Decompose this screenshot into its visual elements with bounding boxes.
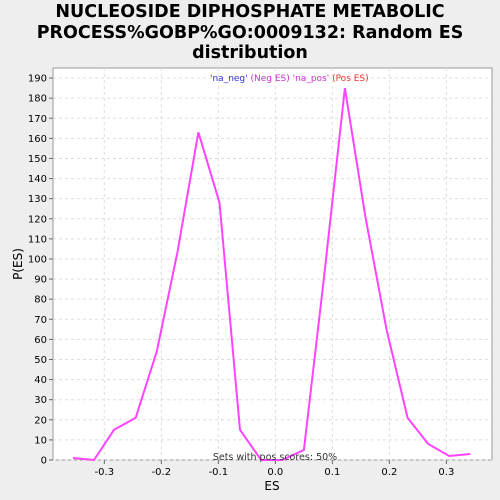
y-tick-label: 160 <box>28 134 47 145</box>
y-tick-label: 0 <box>41 456 47 467</box>
y-tick-label: 60 <box>34 335 47 346</box>
x-tick-label: -0.2 <box>152 467 172 478</box>
legend-entry: 'na_neg' <box>210 74 248 84</box>
legend-entry: (Neg ES) <box>248 74 290 84</box>
axes: 0 10 20 30 40 50 60 70 80 90 100 110 120 130 140 150 160… <box>28 74 454 478</box>
y-tick-label: 110 <box>28 234 47 245</box>
y-tick-label: 100 <box>28 254 47 265</box>
chart-title: NUCLEOSIDE DIPHOSPHATE METABOLIC PROCESS… <box>36 2 464 63</box>
x-tick-label: -0.1 <box>209 467 229 478</box>
y-tick-label: 20 <box>34 415 47 426</box>
x-tick-label: -0.3 <box>95 467 115 478</box>
y-tick-label: 150 <box>28 154 47 165</box>
legend: 'na_neg' (Neg ES) 'na_pos' (Pos ES) <box>210 74 369 84</box>
x-tick-label: 0.3 <box>438 467 454 478</box>
y-tick-label: 70 <box>34 315 47 326</box>
y-tick-label: 30 <box>34 395 47 406</box>
legend-entry: (Pos ES) <box>329 74 368 84</box>
y-tick-label: 120 <box>28 214 47 225</box>
y-tick-label: 10 <box>34 435 47 446</box>
y-tick-label: 40 <box>34 375 47 386</box>
y-tick-label: 130 <box>28 194 47 205</box>
x-tick-label: 0.1 <box>324 467 340 478</box>
x-tick-label: 0.0 <box>267 467 283 478</box>
y-tick-label: 80 <box>34 295 47 306</box>
y-tick-label: 190 <box>28 74 47 85</box>
plot-area <box>52 67 493 461</box>
y-axis-title: P(ES) <box>11 248 25 280</box>
x-tick-label: 0.2 <box>381 467 397 478</box>
series-line <box>72 87 471 462</box>
y-tick-label: 90 <box>34 275 47 286</box>
x-axis-title: ES <box>264 479 279 493</box>
y-tick-label: 50 <box>34 355 47 366</box>
y-tick-label: 170 <box>28 114 47 125</box>
y-tick-label: 140 <box>28 174 47 185</box>
y-tick-label: 180 <box>28 94 47 105</box>
pos-scores-annotation: Sets with pos scores: 50% <box>213 452 337 463</box>
grid <box>53 68 492 461</box>
legend-entry: 'na_pos' <box>290 74 329 84</box>
